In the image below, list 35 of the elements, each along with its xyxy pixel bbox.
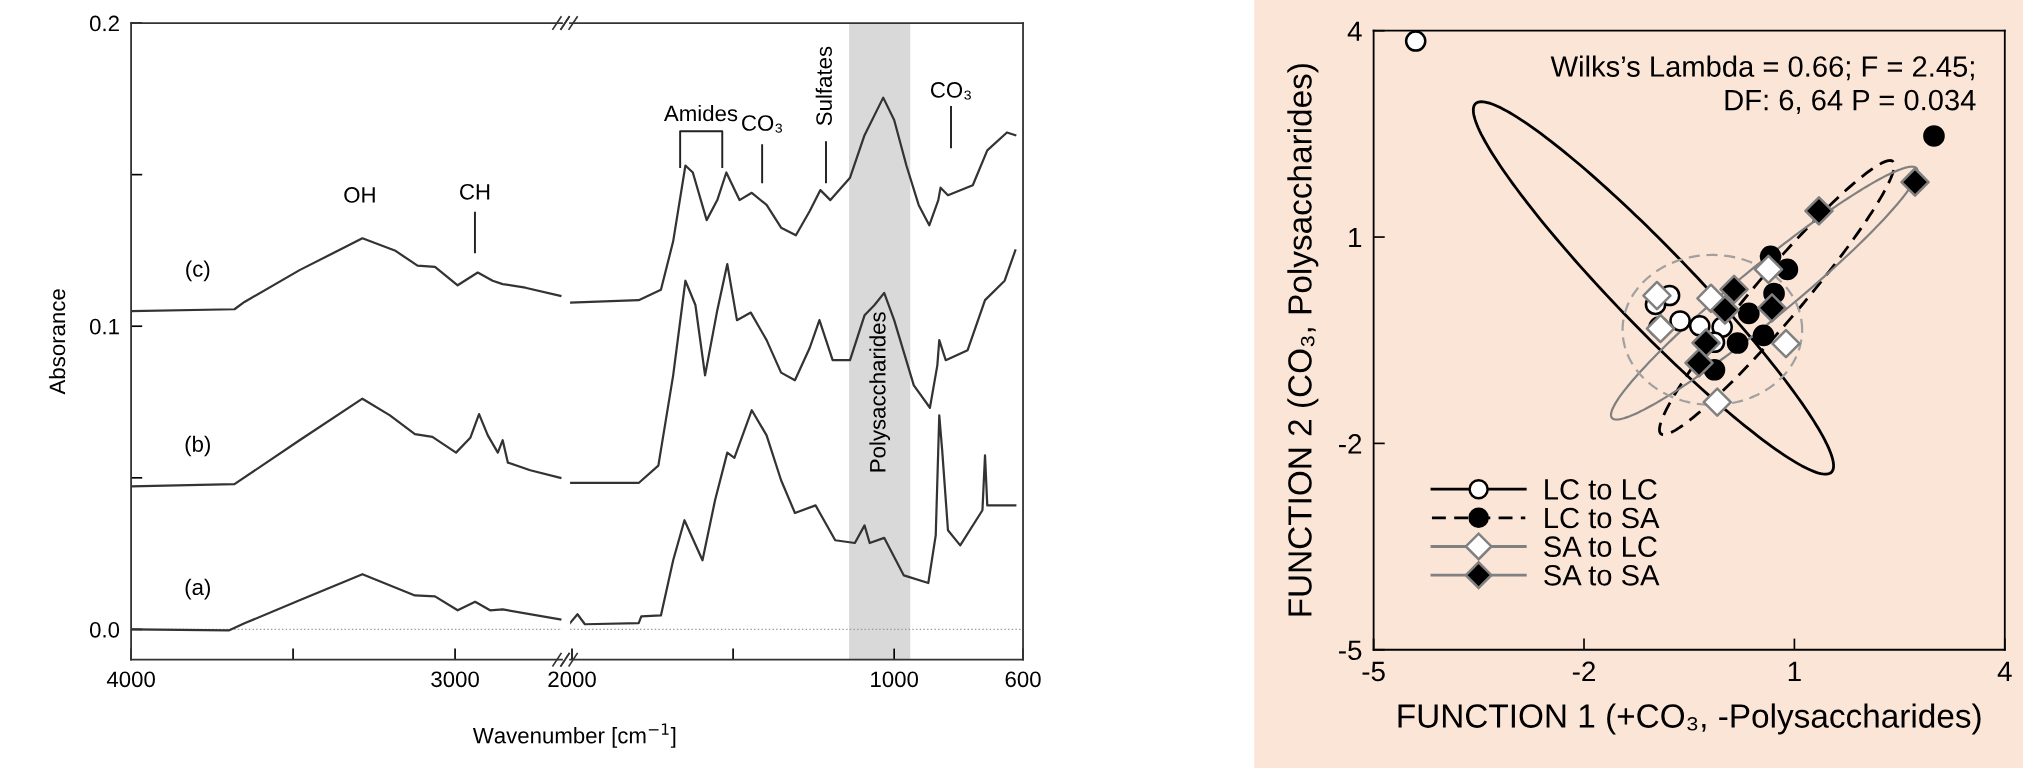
x-tick-label: -5 — [1362, 661, 1385, 682]
y-tick-label: 1 — [1349, 228, 1362, 248]
annotation: CH — [460, 183, 490, 200]
x-tick-label: 2000 — [548, 671, 596, 688]
y-tick-label: 0.0 — [89, 621, 120, 638]
x-tick-label: 4 — [1997, 661, 2012, 681]
legend-label: SA to LC — [1544, 536, 1657, 557]
x-axis-title: FUNCTION 1 (+CO₃, -Polysaccharides) — [1398, 703, 1981, 735]
x-tick-label: 4000 — [106, 671, 155, 688]
legend-label: LC to LC — [1545, 479, 1657, 500]
series-label: (c) — [186, 260, 210, 282]
annotation: Wilks’s Lambda = 0.66; F = 2.45; DF: 6, 64 P = 0.034 — [1550, 55, 1976, 114]
x-tick-label: 600 — [1005, 671, 1041, 688]
y-tick-label: -2 — [1339, 434, 1362, 454]
annotation: CO₃ — [930, 82, 971, 100]
annotation: CO₃ — [742, 115, 783, 133]
y-axis-title: Absorance — [48, 289, 66, 395]
x-tick-label: -2 — [1572, 661, 1595, 681]
annotation: Sulfates — [815, 46, 832, 126]
y-tick-label: 0.1 — [89, 318, 119, 335]
x-tick-label: 1 — [1788, 661, 1801, 681]
y-axis-title: FUNCTION 2 (CO₃, Polysaccharides) — [1287, 64, 1319, 616]
y-tick-label: 4 — [1347, 21, 1362, 41]
y-tick-label: -5 — [1339, 640, 1362, 661]
x-tick-label: 3000 — [431, 671, 479, 688]
x-tick-label: 1000 — [871, 671, 919, 688]
series-label: (b) — [185, 435, 210, 457]
legend-label: SA to SA — [1544, 564, 1660, 586]
legend-label: LC to SA — [1545, 507, 1660, 529]
x-axis-title: Wavenumber [cm$^{−1}$] — [472, 723, 676, 748]
series-label: (a) — [185, 578, 210, 600]
annotation: OH — [344, 187, 375, 203]
annotation: Amides — [663, 105, 738, 122]
band-label: Polysaccharides — [869, 312, 891, 472]
y-tick-label: 0.2 — [89, 15, 119, 32]
